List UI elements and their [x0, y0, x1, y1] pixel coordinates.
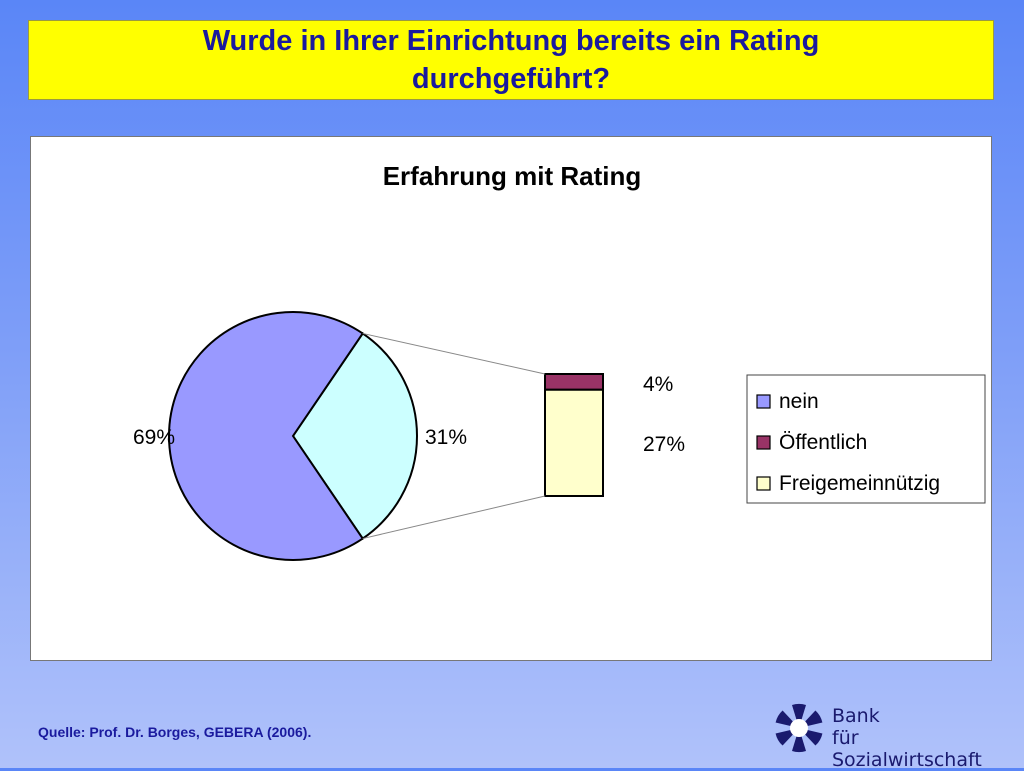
chart-area: Erfahrung mit Rating 69% 31% 4% 27% nein Öffen…: [30, 136, 992, 661]
legend-swatch: [756, 476, 771, 491]
bar-segment-freigemeinnuetzig: [544, 388, 604, 497]
pie-label-nein: 69%: [133, 426, 175, 449]
legend-label: nein: [779, 390, 819, 413]
pie-slice-nein: [168, 311, 365, 561]
pie-of-bar-chart: Erfahrung mit Rating 69% 31% 4% 27% nein Öffen…: [133, 161, 986, 561]
pie-label-other: 31%: [425, 426, 467, 449]
chart-title: Erfahrung mit Rating: [383, 161, 642, 191]
bar-label-oeffentlich: 4%: [643, 373, 673, 396]
bar-label-freigemeinnuetzig: 27%: [643, 433, 685, 456]
legend-label: Öffentlich: [779, 431, 867, 454]
connector-line-bottom: [362, 495, 546, 540]
slide-title-box: Wurde in Ihrer Einrichtung bereits ein R…: [28, 20, 994, 100]
logo-star-icon: [775, 703, 823, 753]
source-citation: Quelle: Prof. Dr. Borges, GEBERA (2006).: [38, 724, 312, 740]
legend-swatch: [756, 394, 771, 409]
connector-line-top: [362, 332, 546, 375]
slide-title: Wurde in Ihrer Einrichtung bereits ein R…: [202, 25, 820, 95]
logo-line-1: Bank: [832, 705, 880, 727]
legend-swatch: [756, 435, 771, 450]
legend-label: Freigemeinnützig: [779, 472, 940, 495]
logo-line-2: für Sozialwirtschaft: [832, 727, 982, 771]
pie-slice-other: [291, 332, 418, 540]
legend-box: [746, 374, 986, 504]
bar-segment-oeffentlich: [544, 373, 604, 391]
bank-logo: Bank für Sozialwirtschaft: [774, 703, 1014, 771]
